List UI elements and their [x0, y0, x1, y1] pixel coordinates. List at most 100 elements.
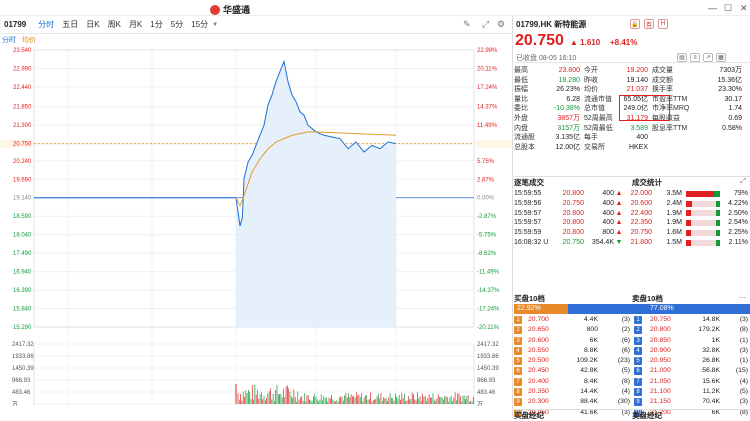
ask-orders: (1) — [739, 336, 748, 344]
bid-broker-title[interactable]: 买盘经纪 — [514, 411, 544, 420]
quote-value: 30.17 — [724, 95, 742, 103]
tab-monthly-k[interactable]: 月K — [128, 20, 143, 29]
orderbook-row: 6 20.450 42.8K (5) 6 21.000 56.8K (15) — [514, 366, 750, 376]
quote-value: 7303万 — [719, 67, 742, 74]
tab-1min[interactable]: 1分 — [150, 20, 163, 29]
trade-volume: 400 — [602, 190, 614, 197]
bid-volume: 8.4K — [584, 377, 598, 385]
stat-bar-fill — [686, 190, 720, 197]
quote-label: 流通市值 — [584, 95, 612, 103]
tag-icon[interactable]: H — [658, 19, 668, 29]
y-tick-right: -2.87% — [477, 214, 497, 220]
more-icon[interactable]: ⋯ — [739, 295, 746, 302]
panel-icons: ▤ ≡ ↗ ▦ — [677, 53, 726, 62]
trade-time: 15:59:59 — [514, 229, 542, 237]
quote-label: 委比 — [514, 105, 528, 113]
bid-orders: (8) — [621, 377, 630, 385]
last-price: 20.750 — [515, 32, 564, 49]
chevron-down-icon[interactable]: ▼ — [212, 21, 219, 28]
quote-label: 总市值 — [584, 105, 605, 113]
bid-volume: 41.6K — [580, 408, 598, 416]
trade-price: 20.750 — [562, 199, 584, 207]
bid-orders: (30) — [617, 398, 630, 406]
tab-5day[interactable]: 五日 — [62, 20, 79, 29]
header-icons: 🔒 券 H — [630, 19, 668, 29]
stat-bar — [686, 230, 720, 237]
intraday-chart[interactable]: 23.540 22.990 22.440 21.850 21.300 20.750 20.2… — [0, 44, 512, 406]
badge-icon[interactable]: 券 — [644, 19, 654, 29]
quote-label: 最低 — [514, 76, 528, 84]
tab-5min[interactable]: 5分 — [170, 20, 184, 29]
bid-orders: (23) — [617, 357, 630, 365]
tab-daily-k[interactable]: 日K — [86, 20, 100, 29]
bid-price: 20.450 — [528, 367, 549, 375]
close-button[interactable]: ✕ — [740, 3, 748, 13]
grid-icon[interactable]: ▦ — [716, 53, 726, 62]
quote-label: 每股收益 — [652, 114, 680, 122]
maximize-button[interactable]: ☐ — [724, 3, 733, 13]
bid-volume: 8.8K — [584, 346, 598, 354]
volume-tick-right: 1933.86 — [477, 354, 499, 360]
orderbook-row: 8 20.350 14.4K (4) 8 21.100 11.2K (5) — [514, 387, 750, 397]
tab-trade-stats[interactable]: 成交统计 — [632, 177, 662, 187]
share-icon[interactable]: ↗ — [703, 53, 713, 62]
fullscreen-icon[interactable]: ⤢ — [482, 19, 490, 29]
ask-volume: 11.2K — [702, 388, 720, 396]
ask-level-badge: 6 — [634, 367, 642, 376]
bid-price: 20.500 — [528, 357, 549, 365]
stat-volume: 1.5M — [666, 238, 682, 246]
list-icon[interactable]: ≡ — [690, 53, 700, 62]
quote-value: 400 — [636, 134, 648, 142]
stat-volume: 1.9M — [666, 219, 682, 227]
quote-label: 内盘 — [514, 124, 528, 132]
ask-broker-title[interactable]: 卖盘经纪 — [632, 411, 662, 420]
avg-price-line — [235, 131, 397, 208]
ask-volume: 26.8K — [702, 357, 720, 365]
expand-icon[interactable]: ⤢ — [740, 178, 746, 185]
settings-icon[interactable]: ⚙ — [497, 19, 506, 29]
trade-row: 15:59:56 20.750 400 ▲ 20.600 2.4M 4.22% — [514, 199, 750, 209]
quote-value: 23.800 — [558, 67, 580, 74]
quote-value: 31.179 — [626, 114, 648, 122]
stat-bar-fill — [686, 239, 691, 246]
stat-price: 20.600 — [630, 199, 652, 207]
stock-code: 01799 — [4, 20, 27, 29]
bid-level-badge: 3 — [514, 336, 522, 345]
chart-legend: 分时 均价 — [2, 35, 36, 45]
trade-direction-icon: ▲ — [615, 219, 623, 227]
volume-tick-left: 1933.86 — [12, 354, 34, 360]
tab-trades[interactable]: 逐笔成交 — [514, 177, 544, 187]
y-tick-right: 20.11% — [477, 66, 498, 72]
stat-pct: 79% — [733, 190, 748, 197]
ask-level-badge: 4 — [634, 346, 642, 355]
quote-label: 今开 — [584, 67, 598, 74]
quote-value: 23.30% — [718, 86, 742, 94]
bid-level-badge: 6 — [514, 367, 522, 376]
volume-tick-right: 966.93 — [477, 378, 496, 384]
lock-icon[interactable]: 🔒 — [630, 19, 640, 29]
trade-direction-icon: ▲ — [615, 229, 623, 237]
y-tick-left: 19.140 — [13, 196, 32, 202]
tab-15min[interactable]: 15分 — [191, 20, 209, 29]
y-tick-left: 16.940 — [13, 270, 32, 276]
legend-price: 分时 — [2, 37, 16, 44]
tab-intraday[interactable]: 分时 — [38, 20, 55, 29]
volume-tick-right: 万 — [477, 401, 483, 406]
y-tick-right: 14.37% — [477, 105, 498, 111]
orderbook-row: 2 20.650 800 (2) 2 20.800 179.2K (8) — [514, 325, 750, 335]
minimize-button[interactable]: — — [708, 3, 717, 13]
chart-icon[interactable]: ▤ — [677, 53, 687, 62]
stat-volume: 1.6M — [666, 229, 682, 237]
trade-price: 20.800 — [562, 209, 584, 217]
stock-name: 01799.HK 新特能源 — [516, 20, 587, 29]
edit-icon[interactable]: ✎ — [463, 19, 471, 29]
trade-price: 20.750 — [562, 238, 584, 246]
price-change-pct: +8.41% — [610, 38, 638, 47]
bid-price: 20.350 — [528, 388, 549, 396]
y-tick-left: 21.300 — [13, 123, 32, 129]
bid-orders: (4) — [621, 388, 630, 396]
app-logo: 华盛通 — [210, 3, 250, 16]
ask-orders: (4) — [739, 377, 748, 385]
tab-weekly-k[interactable]: 周K — [107, 20, 121, 29]
y-tick-left: 22.440 — [13, 85, 32, 91]
